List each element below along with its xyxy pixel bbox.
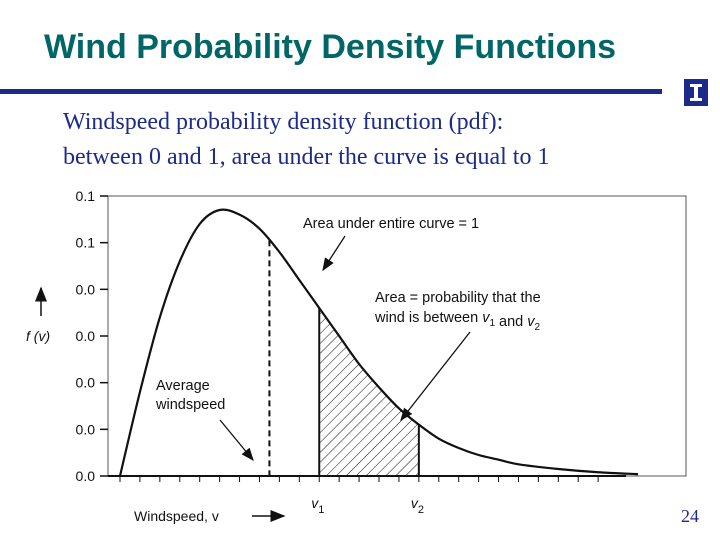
y-tick-label: 0.0 <box>76 375 96 391</box>
annotation-probability-arrow <box>400 331 471 422</box>
shaded-probability-area <box>319 308 419 476</box>
y-tick-label: 0.1 <box>76 188 96 204</box>
body-line-1: Windspeed probability density function (… <box>63 109 504 135</box>
y-tick-label: 0.1 <box>76 235 96 251</box>
y-tick-label: 0.0 <box>76 421 96 437</box>
university-block-i-logo <box>684 79 708 106</box>
pdf-curve <box>118 208 639 477</box>
y-tick-label: 0.0 <box>76 328 96 344</box>
y-tick-label: 0.0 <box>76 468 96 484</box>
annotation-average-line1: Average <box>156 378 210 394</box>
x-tick-label-v2: v2 <box>411 495 424 516</box>
title-rule <box>0 89 662 94</box>
annotation-total-area-arrow <box>322 235 346 272</box>
y-axis-label: f (v) <box>26 328 50 344</box>
slide-title: Wind Probability Density Functions <box>44 28 617 66</box>
annotation-average-arrow <box>219 419 254 462</box>
body-line-2: between 0 and 1, area under the curve is… <box>63 144 550 170</box>
y-tick-label: 0.0 <box>76 281 96 297</box>
annotation-average-line2: windspeed <box>155 397 225 413</box>
annotation-total-area: Area under entire curve = 1 <box>303 216 479 232</box>
page-number: 24 <box>681 506 699 526</box>
x-axis-label: Windspeed, v <box>134 508 219 524</box>
annotation-probability-line2: wind is between v1 and v2 <box>374 310 541 333</box>
x-tick-label-v1: v1 <box>311 495 324 516</box>
annotation-probability-line1: Area = probability that the <box>375 290 541 306</box>
